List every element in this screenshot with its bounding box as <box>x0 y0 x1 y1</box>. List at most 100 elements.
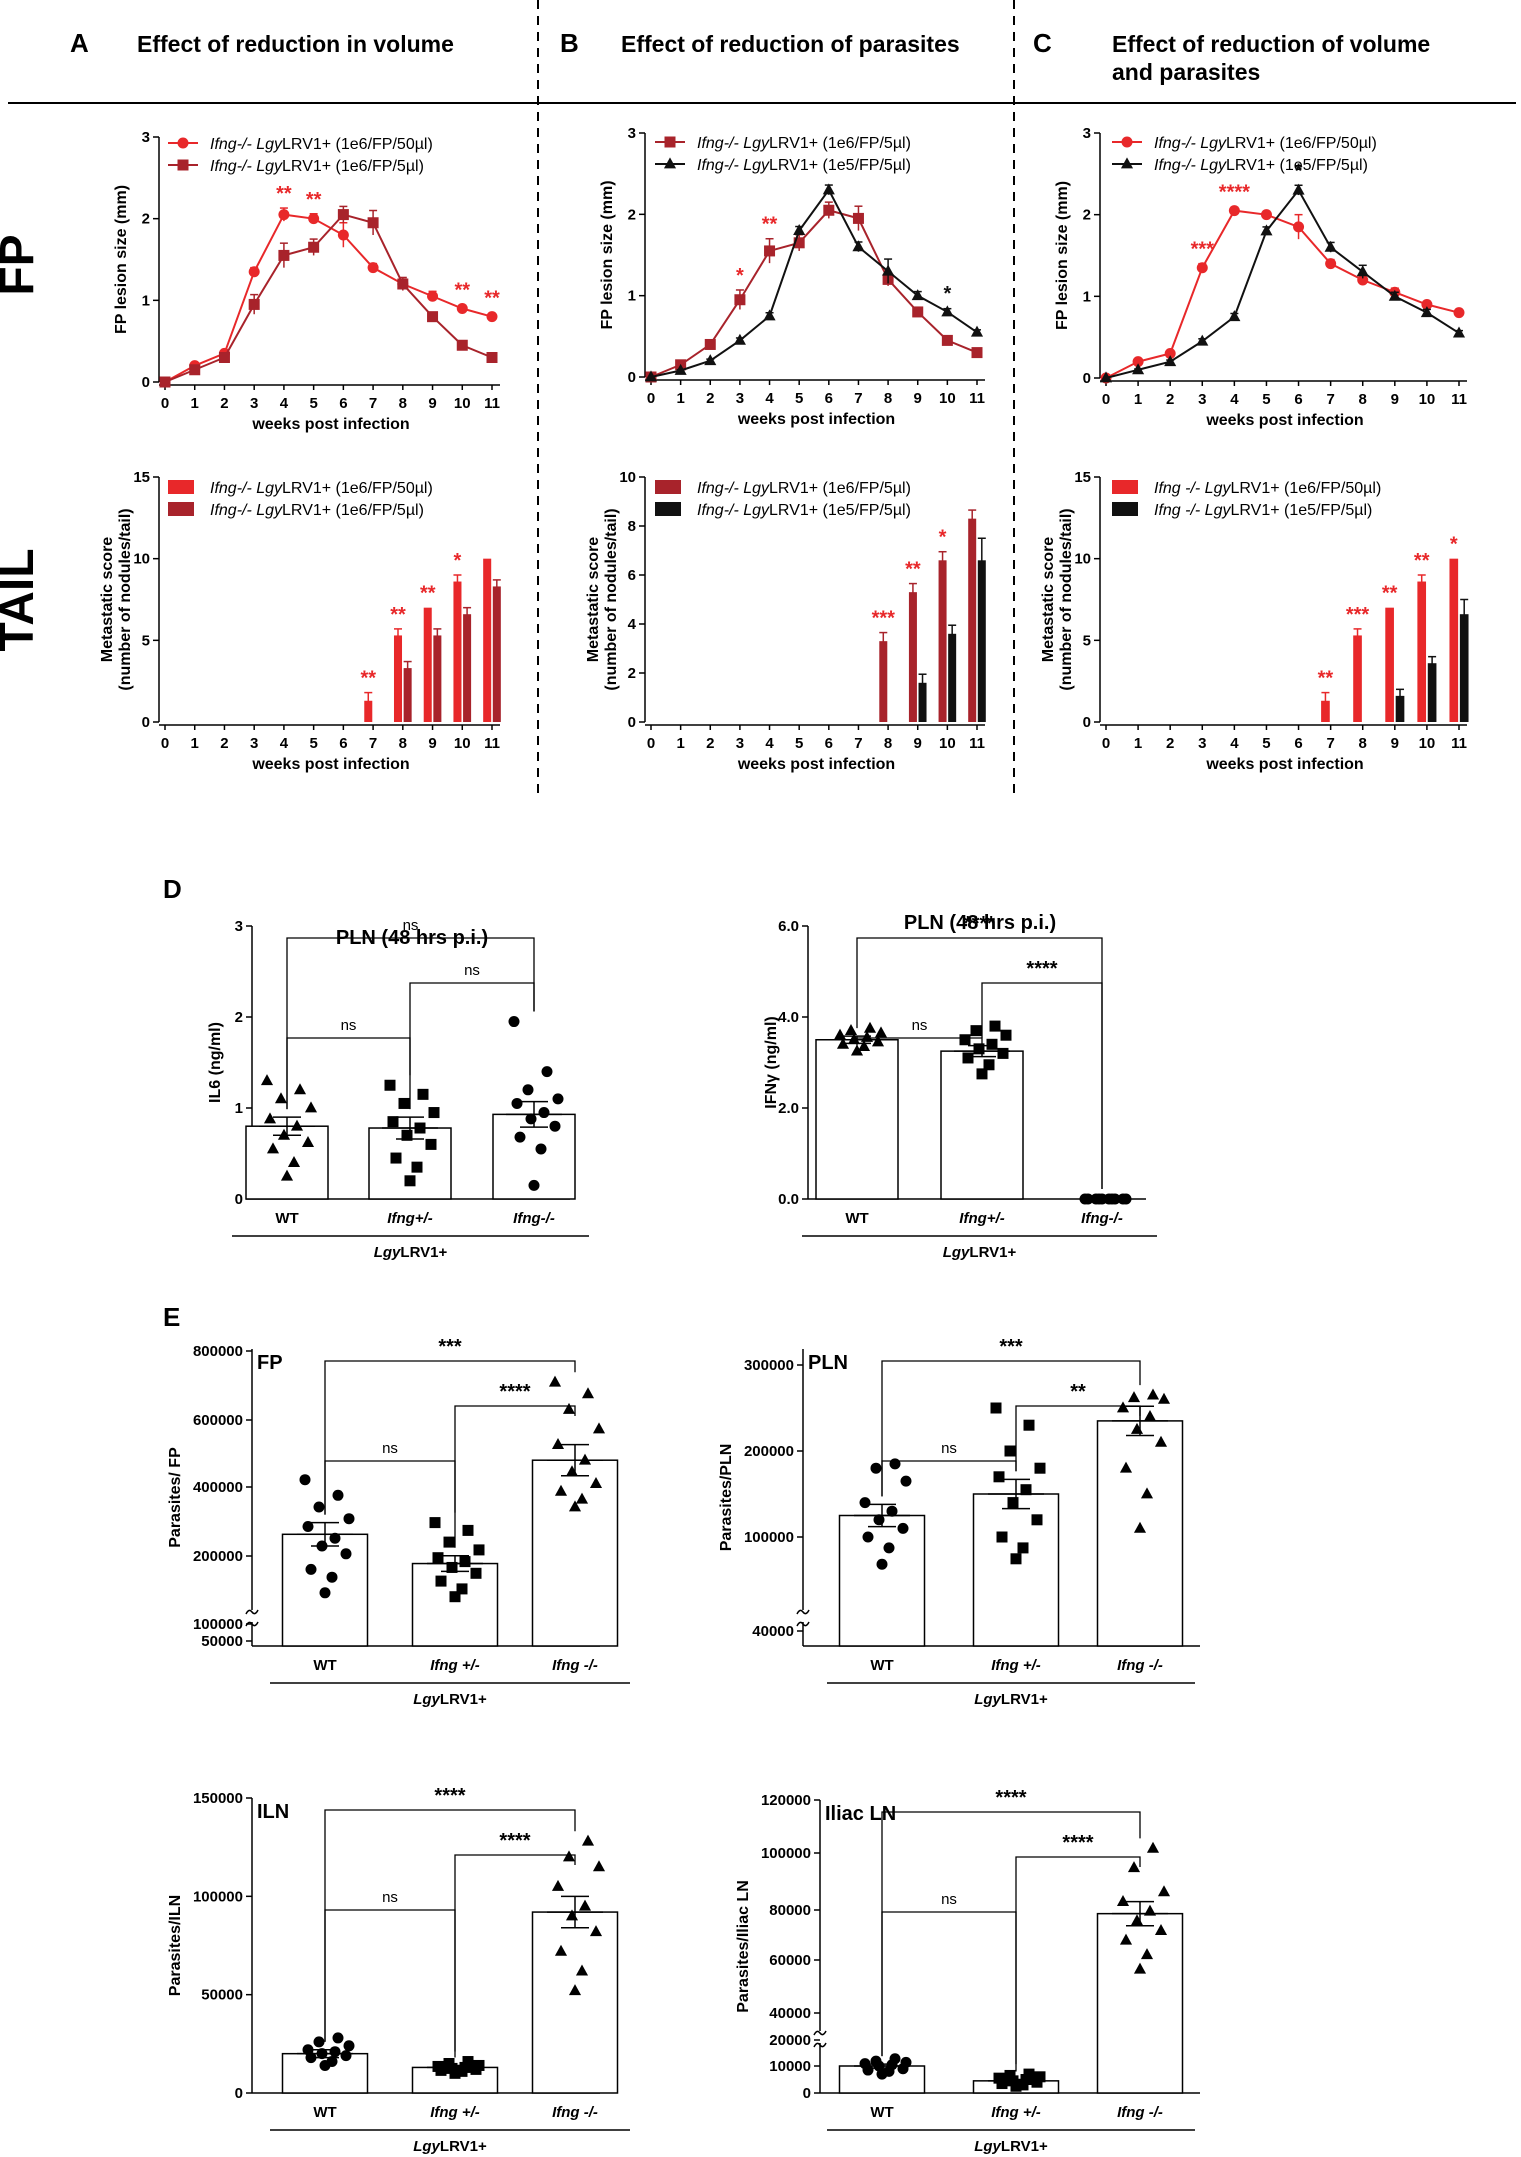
data-point <box>876 1558 888 1570</box>
x-tick-label: 3 <box>250 395 258 412</box>
data-point <box>1109 1193 1121 1205</box>
comparison-bracket <box>1015 1405 1141 1472</box>
x-tick-label: 1 <box>191 395 199 412</box>
significance-marker: * <box>943 283 951 305</box>
series-line-0 <box>1105 209 1460 379</box>
data-point <box>836 1037 850 1049</box>
group-bar <box>1096 1912 1184 2094</box>
y-tick-label: 1 <box>628 288 636 305</box>
x-tick-label: 5 <box>309 735 317 752</box>
data-point <box>218 352 230 363</box>
data-point <box>551 1879 565 1891</box>
data-point <box>874 1026 888 1038</box>
bar <box>1385 607 1394 722</box>
comparison-label: **** <box>1062 1832 1093 1854</box>
bar <box>1353 635 1362 722</box>
data-point <box>941 305 954 317</box>
y-tick-label: 8 <box>628 518 636 535</box>
group-label: WT <box>870 1657 893 1674</box>
data-point <box>1164 348 1176 359</box>
significance-marker: ** <box>1318 668 1334 690</box>
data-point <box>404 1175 416 1187</box>
bar <box>938 560 947 722</box>
bar <box>463 614 472 722</box>
data-point <box>1017 1542 1029 1554</box>
data-point <box>1099 371 1113 383</box>
data-point <box>592 1422 606 1434</box>
y-tick-label: 10 <box>619 469 636 486</box>
y-tick-label: 3 <box>142 129 150 146</box>
y-tick-label: 10000 <box>769 2058 811 2075</box>
data-point <box>852 212 864 224</box>
data-point <box>302 2044 314 2056</box>
data-point <box>897 1522 909 1534</box>
x-tick-label: 0 <box>161 735 169 752</box>
y-tick-label: 60000 <box>769 1952 811 1969</box>
y-tick-label: 100000 <box>744 1529 794 1546</box>
data-point <box>384 1079 396 1091</box>
x-axis-label: weeks post infection <box>1205 756 1363 773</box>
data-point <box>1132 363 1145 375</box>
data-point <box>522 1084 534 1096</box>
bar <box>1417 581 1427 722</box>
data-point <box>1154 1435 1168 1447</box>
x-tick-label: 4 <box>765 390 774 407</box>
legend-label: Ifng-/- LgyLRV1+ (1e6/FP/5µl) <box>697 135 911 152</box>
significance-marker: * <box>736 265 744 287</box>
group-label: WT <box>275 1210 298 1227</box>
group-bar <box>815 1039 899 1200</box>
data-point <box>248 266 260 278</box>
title-c-line1: Effect of reduction of volume <box>1112 31 1430 57</box>
x-tick-label: 10 <box>1419 735 1436 752</box>
data-point <box>326 2056 338 2068</box>
data-point <box>962 1052 974 1064</box>
comparison-label: **** <box>434 1785 465 1807</box>
data-point <box>996 1531 1008 1543</box>
data-point <box>343 1513 355 1525</box>
legend-swatch <box>655 480 681 494</box>
comparison-label: *** <box>999 1336 1023 1358</box>
data-point <box>1132 356 1144 368</box>
y-tick-label: 1 <box>142 292 150 309</box>
data-point <box>850 1044 864 1056</box>
data-point <box>763 309 776 321</box>
panel-label-b: B <box>560 28 579 58</box>
x-tick-label: 0 <box>1102 391 1110 408</box>
chart-a-fp: 0 1 2 3 0 1 2 3 4 5 6 7 8 9 10 11 weeks post infection FP… <box>113 129 500 433</box>
data-point <box>973 1043 985 1055</box>
data-point <box>248 298 260 310</box>
x-tick-label: 2 <box>1166 391 1174 408</box>
bar <box>1427 663 1437 722</box>
x-tick-label: 5 <box>309 395 317 412</box>
y-axis-label: FP lesion size (mm) <box>113 185 130 334</box>
data-point <box>554 1944 568 1956</box>
data-point <box>443 1536 455 1548</box>
y-tick-label: 150000 <box>193 1790 243 1807</box>
data-point <box>189 364 201 376</box>
data-point <box>429 1517 441 1529</box>
data-point <box>554 1484 568 1496</box>
data-point <box>428 1107 440 1119</box>
x-tick-label: 5 <box>795 735 803 752</box>
y-axis-label: FP lesion size (mm) <box>1054 181 1071 330</box>
data-point <box>565 1465 579 1477</box>
strain-label: LgyLRV1+ <box>974 2138 1048 2155</box>
data-point <box>734 294 746 306</box>
data-point <box>274 1092 288 1104</box>
data-point <box>1453 307 1465 319</box>
x-tick-label: 4 <box>765 735 774 752</box>
data-point <box>860 1030 874 1042</box>
x-tick-label: 10 <box>1419 391 1436 408</box>
legend-label: Ifng-/- LgyLRV1+ (1e6/FP/50µl) <box>210 136 433 153</box>
y-axis-label-2: (number of nodules/tail) <box>117 508 134 690</box>
series-line-1 <box>1105 188 1460 379</box>
data-point <box>1130 1914 1144 1926</box>
bar <box>423 607 432 722</box>
panel-label-d: D <box>163 874 182 904</box>
x-tick-label: 7 <box>369 735 377 752</box>
comparison-label: ns <box>912 1017 928 1034</box>
y-tick-label: 0.0 <box>778 1191 799 1208</box>
